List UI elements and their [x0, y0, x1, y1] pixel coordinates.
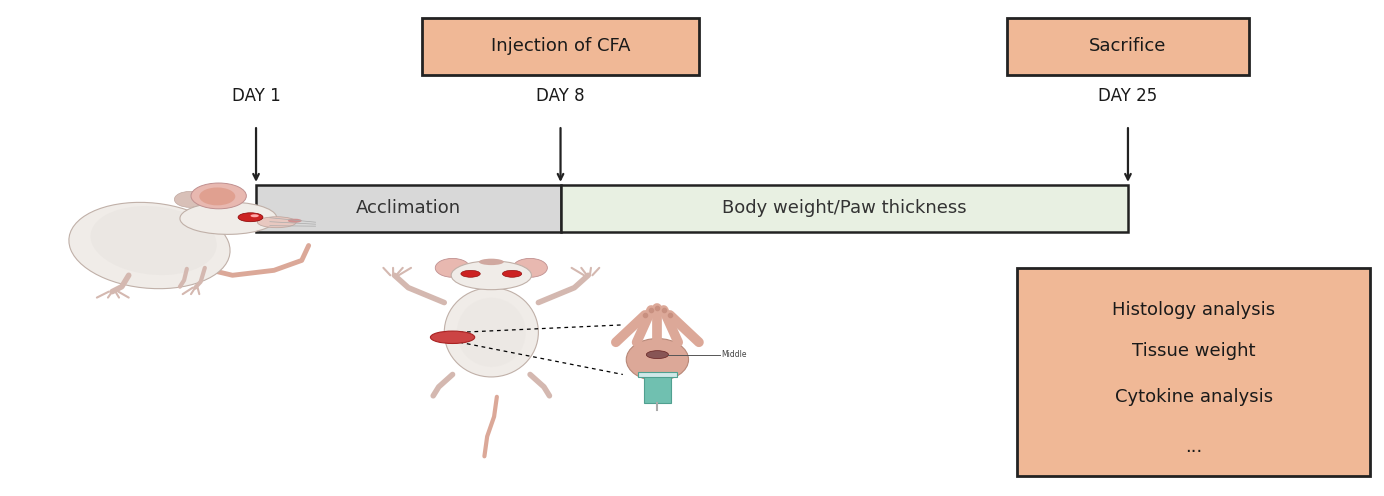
- Circle shape: [251, 214, 259, 217]
- Text: DAY 1: DAY 1: [231, 87, 281, 106]
- Ellipse shape: [626, 338, 688, 381]
- Ellipse shape: [430, 331, 475, 343]
- FancyBboxPatch shape: [256, 185, 561, 232]
- Circle shape: [461, 270, 480, 277]
- Text: Histology analysis: Histology analysis: [1113, 301, 1275, 318]
- Circle shape: [646, 351, 668, 359]
- Ellipse shape: [180, 202, 277, 235]
- Ellipse shape: [174, 191, 205, 207]
- Ellipse shape: [435, 258, 469, 277]
- Text: DAY 8: DAY 8: [536, 87, 585, 106]
- Text: Sacrifice: Sacrifice: [1089, 37, 1167, 55]
- Ellipse shape: [451, 261, 531, 290]
- Text: DAY 25: DAY 25: [1099, 87, 1157, 106]
- Text: Tissue weight: Tissue weight: [1132, 342, 1255, 360]
- Ellipse shape: [257, 217, 296, 228]
- FancyBboxPatch shape: [561, 185, 1128, 232]
- Ellipse shape: [69, 202, 230, 289]
- FancyBboxPatch shape: [422, 18, 699, 75]
- Text: Body weight/Paw thickness: Body weight/Paw thickness: [722, 199, 966, 217]
- Circle shape: [238, 213, 263, 222]
- FancyBboxPatch shape: [644, 375, 671, 403]
- Ellipse shape: [90, 206, 217, 275]
- Text: Injection of CFA: Injection of CFA: [491, 37, 630, 55]
- Circle shape: [502, 270, 522, 277]
- Ellipse shape: [479, 259, 504, 265]
- Ellipse shape: [444, 288, 538, 377]
- Ellipse shape: [457, 298, 526, 367]
- FancyBboxPatch shape: [638, 372, 677, 377]
- Ellipse shape: [512, 258, 547, 277]
- Ellipse shape: [199, 187, 235, 205]
- Text: Cytokine analysis: Cytokine analysis: [1114, 388, 1273, 406]
- Ellipse shape: [191, 183, 246, 209]
- Text: ...: ...: [1185, 438, 1203, 456]
- FancyBboxPatch shape: [1006, 18, 1248, 75]
- FancyBboxPatch shape: [1017, 268, 1370, 476]
- Text: Acclimation: Acclimation: [356, 199, 461, 217]
- Text: Middle: Middle: [721, 350, 746, 359]
- Ellipse shape: [288, 219, 302, 223]
